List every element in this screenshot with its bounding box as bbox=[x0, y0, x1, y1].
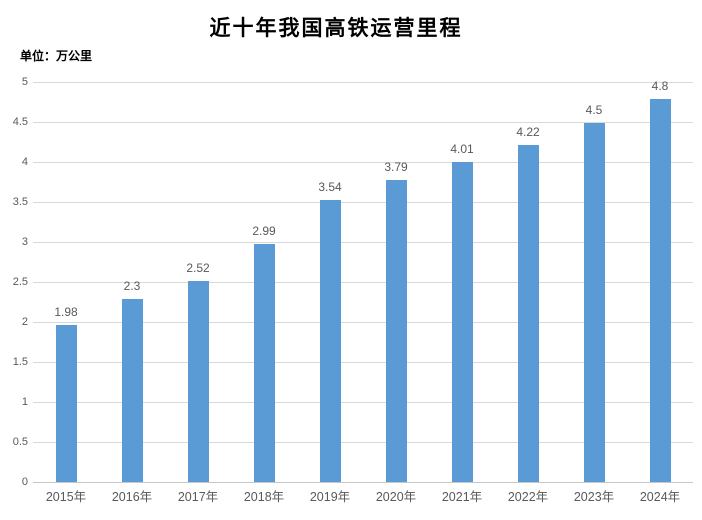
bar-value-label: 2.52 bbox=[186, 261, 210, 275]
x-tick-label: 2021年 bbox=[441, 490, 483, 504]
x-tick-label: 2022年 bbox=[507, 490, 549, 504]
gridline bbox=[33, 402, 693, 403]
x-tick-label: 2024年 bbox=[639, 490, 681, 504]
gridline bbox=[33, 202, 693, 203]
plot-area: 0 0.5 1 1.5 2 2.5 3 3.5 4 4.5 5 1.98 2.3 2.52 2.99 3.5… bbox=[13, 76, 693, 504]
x-axis-line bbox=[33, 482, 693, 483]
x-tick-label: 2016年 bbox=[111, 490, 153, 504]
gridline bbox=[33, 242, 693, 243]
bar bbox=[320, 200, 341, 483]
chart-title: 近十年我国高铁运营里程 bbox=[209, 16, 463, 40]
bar bbox=[386, 180, 407, 483]
x-tick-label: 2018年 bbox=[243, 490, 285, 504]
gridline bbox=[33, 122, 693, 123]
gridline bbox=[33, 282, 693, 283]
bar bbox=[650, 99, 671, 483]
bar-value-label: 1.98 bbox=[54, 305, 78, 319]
bar bbox=[584, 123, 605, 483]
bar bbox=[56, 325, 77, 483]
bar bbox=[122, 299, 143, 483]
y-tick-label: 1 bbox=[21, 396, 28, 408]
bar-value-label: 3.54 bbox=[318, 180, 342, 194]
y-tick-label: 1.5 bbox=[12, 356, 28, 368]
x-tick-label: 2015年 bbox=[45, 490, 87, 504]
bar-value-label: 2.3 bbox=[123, 279, 141, 293]
y-tick-label: 3 bbox=[21, 236, 28, 248]
bar bbox=[254, 244, 275, 483]
bar-value-label: 4.8 bbox=[651, 79, 669, 93]
x-tick-label: 2019年 bbox=[309, 490, 351, 504]
bar bbox=[518, 145, 539, 483]
gridline bbox=[33, 82, 693, 83]
y-tick-label: 0 bbox=[21, 476, 28, 488]
y-tick-label: 4.5 bbox=[12, 116, 28, 128]
y-tick-label: 2.5 bbox=[12, 276, 28, 288]
bar bbox=[452, 162, 473, 483]
gridline bbox=[33, 322, 693, 323]
gridline bbox=[33, 362, 693, 363]
x-tick-label: 2020年 bbox=[375, 490, 417, 504]
bar-value-label: 2.99 bbox=[252, 224, 276, 238]
y-tick-label: 5 bbox=[21, 76, 28, 88]
x-tick-label: 2017年 bbox=[177, 490, 219, 504]
y-tick-label: 2 bbox=[21, 316, 28, 328]
bar-value-label: 4.01 bbox=[450, 142, 474, 156]
bar-value-label: 4.22 bbox=[516, 125, 540, 139]
unit-label: 单位：万公里 bbox=[20, 49, 93, 63]
y-tick-label: 3.5 bbox=[12, 196, 28, 208]
gridline bbox=[33, 442, 693, 443]
bar-value-label: 3.79 bbox=[384, 160, 408, 174]
x-tick-label: 2023年 bbox=[573, 490, 615, 504]
y-tick-label: 4 bbox=[21, 156, 28, 168]
bar bbox=[188, 281, 209, 483]
gridline bbox=[33, 162, 693, 163]
bar-value-label: 4.5 bbox=[585, 103, 603, 117]
y-tick-label: 0.5 bbox=[12, 436, 28, 448]
